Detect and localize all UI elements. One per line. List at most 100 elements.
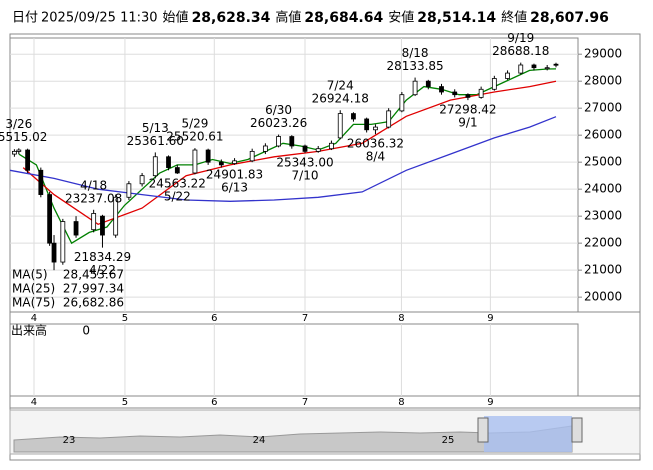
annotation-date: 8/4	[366, 150, 385, 164]
annotation-date: 7/24	[327, 79, 354, 93]
annotation-date: 3/26	[5, 117, 32, 131]
candle-body	[478, 88, 484, 98]
y-tick-label: 21000	[584, 263, 622, 277]
candle-body	[192, 149, 198, 174]
candle-body	[12, 150, 17, 155]
candle-body	[386, 110, 392, 128]
annotation-value: 26036.32	[347, 137, 404, 151]
y-tick-label: 28000	[584, 74, 622, 88]
annotation-date: 6/13	[221, 180, 248, 194]
legend-value: 27,997.34	[63, 282, 124, 296]
annotation-value: 24563.22	[149, 176, 206, 190]
y-tick-label: 26000	[584, 128, 622, 142]
candle-body	[60, 221, 66, 263]
y-tick-label: 23000	[584, 209, 622, 223]
x-tick-label: 9	[487, 397, 493, 408]
annotation-value: 25343.00	[276, 155, 333, 169]
header-value: 28,607.96	[530, 10, 609, 26]
candle-body	[412, 80, 418, 96]
x-tick-label: 5	[122, 313, 128, 324]
annotation-date: 5/22	[164, 189, 191, 203]
header-label: 始値	[163, 10, 189, 26]
annotation-value: 26023.26	[250, 116, 307, 130]
candle-body	[276, 136, 281, 147]
header-value: 28,628.34	[192, 10, 271, 26]
x-tick-label: 8	[398, 397, 404, 408]
annotation-date: 9/19	[507, 31, 534, 45]
header-label: 高値	[275, 10, 301, 26]
volume-label: 出来高	[11, 323, 47, 338]
x-tick-label: 7	[302, 313, 308, 324]
header-label: 日付	[12, 11, 38, 26]
x-tick-label: 6	[211, 313, 217, 324]
candle-body	[152, 156, 158, 177]
header: 日付 2025/09/25 11:30 始値 28,628.34 高値 28,684.64…	[12, 10, 609, 27]
candle-body	[505, 72, 510, 79]
volume-tick-label: 0	[82, 324, 90, 338]
header-value: 28,514.14	[417, 10, 496, 26]
legend-box	[12, 267, 125, 311]
candle-body	[25, 149, 31, 171]
candle-body	[518, 64, 524, 74]
x-tick-label: 4	[31, 313, 37, 324]
header-label: 終値	[501, 10, 527, 26]
candle-body	[38, 169, 44, 195]
annotation-date: 9/1	[458, 116, 477, 130]
legend-value: 28,453.67	[63, 268, 124, 282]
candle-body	[113, 196, 119, 236]
annotation-value: 25515.02	[0, 130, 47, 144]
y-tick-label: 29000	[584, 47, 622, 61]
candle-body	[302, 145, 308, 152]
candle-body	[205, 149, 211, 163]
annotation-value: 25520.61	[166, 130, 223, 144]
x-tick-label: 6	[211, 397, 217, 408]
candle-body	[139, 175, 145, 185]
candle-body	[452, 91, 458, 96]
candle-body	[174, 167, 180, 174]
annotation-value: 24901.83	[206, 167, 263, 181]
y-tick-label: 24000	[584, 182, 622, 196]
candle-body	[373, 126, 378, 131]
candle-body	[289, 136, 295, 147]
navigator-selection[interactable]	[484, 416, 572, 452]
x-tick-label: 7	[302, 397, 308, 408]
legend-value: 26,682.86	[63, 296, 124, 310]
candle-body	[166, 156, 171, 168]
legend-name: MA(5)	[12, 268, 48, 282]
candle-body	[126, 183, 132, 198]
candle-body	[465, 94, 471, 98]
annotation-value: 25361.60	[127, 134, 184, 148]
navigator-handle-right[interactable]	[571, 417, 583, 443]
header-label: 安値	[388, 10, 414, 26]
candle-body	[425, 80, 431, 87]
candle-body	[337, 113, 343, 139]
legend-name: MA(25)	[12, 282, 55, 296]
y-tick-label: 27000	[584, 101, 622, 115]
candle-body	[531, 64, 537, 69]
candle-body	[218, 161, 224, 166]
candle-body	[262, 145, 268, 152]
annotation-date: 4/18	[80, 178, 107, 192]
candle-body	[51, 242, 57, 263]
candle-body	[73, 221, 79, 236]
candle-body	[351, 113, 356, 120]
candle-body	[16, 149, 22, 152]
candle-body	[553, 63, 559, 66]
y-tick-label: 25000	[584, 155, 622, 169]
annotation-date: 7/10	[292, 168, 319, 182]
candle-body	[91, 213, 97, 231]
navigator-label: 23	[63, 435, 76, 446]
annotation-value: 28688.18	[492, 44, 549, 58]
legend-name: MA(75)	[12, 296, 55, 310]
candle-body	[364, 118, 370, 131]
candle-body	[329, 142, 334, 150]
candle-body	[544, 67, 550, 70]
annotation-value: 21834.29	[74, 250, 131, 264]
y-tick-label: 22000	[584, 236, 622, 250]
header-value: 28,684.64	[304, 10, 383, 26]
navigator-handle-left[interactable]	[477, 417, 489, 443]
y-tick-label: 20000	[584, 290, 622, 304]
annotation-date: 5/29	[181, 117, 208, 131]
